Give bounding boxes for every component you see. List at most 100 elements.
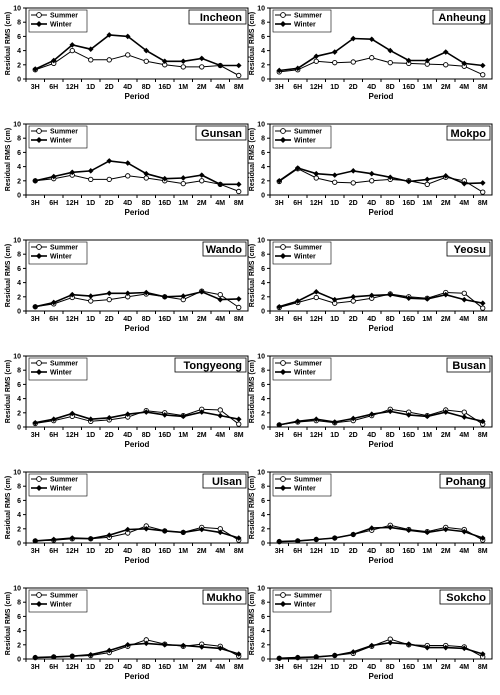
y-tick-label: 0 xyxy=(17,309,21,316)
data-point-winter xyxy=(368,642,375,649)
legend-label: Summer xyxy=(294,477,322,484)
x-axis-label: Period xyxy=(369,440,394,449)
data-point-winter xyxy=(461,414,468,420)
data-point-winter xyxy=(276,655,283,662)
data-point-winter xyxy=(106,158,113,164)
y-tick-label: 2 xyxy=(261,62,265,69)
x-tick-label: 8M xyxy=(234,316,244,323)
legend-label: Winter xyxy=(294,602,316,609)
x-tick-label: 8D xyxy=(142,84,151,91)
x-tick-label: 2D xyxy=(349,316,358,323)
y-tick-label: 4 xyxy=(17,48,21,55)
data-point-summer xyxy=(143,58,149,64)
data-point-winter xyxy=(350,294,357,300)
data-point-winter xyxy=(198,526,205,533)
data-point-winter xyxy=(180,58,187,65)
legend-marker-winter xyxy=(36,137,42,143)
x-tick-label: 4M xyxy=(215,664,225,671)
x-tick-label: 2D xyxy=(105,316,114,323)
data-point-winter xyxy=(387,47,394,54)
x-tick-label: 6H xyxy=(49,84,58,91)
x-tick-label: 12H xyxy=(310,664,323,671)
data-point-winter xyxy=(50,654,57,660)
series-line-summer xyxy=(35,50,240,76)
legend-marker-winter xyxy=(36,253,42,259)
legend-marker-summer xyxy=(280,12,286,18)
x-tick-label: 6H xyxy=(293,664,302,671)
y-tick-label: 10 xyxy=(257,122,265,129)
data-point-winter xyxy=(50,416,57,422)
x-tick-label: 6H xyxy=(49,548,58,555)
station-title: Mukho xyxy=(207,592,243,604)
x-tick-label: 1D xyxy=(86,664,95,671)
data-point-winter xyxy=(294,654,301,661)
y-tick-label: 8 xyxy=(17,136,21,143)
station-panel-ulsan: 0 2 4 6 8 10 3H 6H 12H 1D 2D 4D 8D 16D 1M 2M 4M 8M Period R… xyxy=(5,470,249,565)
data-point-winter xyxy=(217,62,224,69)
station-title-box xyxy=(446,357,491,373)
x-tick-label: 1D xyxy=(330,664,339,671)
data-point-winter xyxy=(442,644,449,651)
x-tick-label: 3H xyxy=(275,664,284,671)
series-line-winter xyxy=(35,411,239,424)
y-axis-label: Residual RMS (cm) xyxy=(5,592,12,655)
series-line-winter xyxy=(279,37,483,72)
data-point-winter xyxy=(32,419,39,426)
data-point-winter xyxy=(424,176,431,183)
data-point-winter xyxy=(69,42,76,48)
data-point-summer xyxy=(461,409,467,415)
station-panel-anheung: 0 2 4 6 8 10 3H 6H 12H 1D 2D 4D 8D 16D 1M 2M 4M 8M Period R… xyxy=(249,6,493,101)
x-tick-label: 16D xyxy=(402,432,415,439)
y-tick-label: 8 xyxy=(261,368,265,375)
data-point-winter xyxy=(69,410,76,417)
y-tick-label: 4 xyxy=(261,628,265,635)
x-tick-label: 16D xyxy=(402,200,415,207)
y-tick-label: 0 xyxy=(17,77,21,84)
data-point-winter xyxy=(350,415,357,422)
data-point-winter xyxy=(106,414,113,421)
data-point-winter xyxy=(276,303,283,310)
data-point-winter xyxy=(461,645,468,652)
x-tick-label: 2M xyxy=(441,84,451,91)
x-tick-label: 1D xyxy=(86,200,95,207)
x-tick-label: 8D xyxy=(386,84,395,91)
y-axis-label: Residual RMS (cm) xyxy=(5,128,12,191)
legend-marker-summer xyxy=(280,244,286,250)
x-tick-label: 8M xyxy=(478,200,488,207)
data-point-summer xyxy=(236,421,242,427)
x-tick-label: 4M xyxy=(459,432,469,439)
x-tick-label: 3H xyxy=(275,432,284,439)
x-tick-label: 8D xyxy=(386,548,395,555)
y-tick-label: 2 xyxy=(17,642,21,649)
x-tick-label: 4D xyxy=(367,84,376,91)
data-point-winter xyxy=(405,641,412,647)
y-tick-label: 4 xyxy=(261,164,265,171)
x-tick-label: 2M xyxy=(197,432,207,439)
y-tick-label: 2 xyxy=(17,178,21,185)
y-tick-label: 2 xyxy=(261,526,265,533)
data-point-winter xyxy=(217,296,224,303)
data-point-winter xyxy=(69,653,76,659)
station-title: Mokpo xyxy=(451,128,487,140)
x-axis-label: Period xyxy=(125,556,150,565)
x-tick-label: 3H xyxy=(31,548,40,555)
legend-label: Summer xyxy=(294,245,322,252)
y-tick-label: 4 xyxy=(17,512,21,519)
legend-marker-winter xyxy=(36,601,42,607)
x-tick-label: 2M xyxy=(197,548,207,555)
y-axis-label: Residual RMS (cm) xyxy=(5,476,12,539)
x-tick-label: 1M xyxy=(422,84,432,91)
data-point-winter xyxy=(124,642,131,648)
data-point-winter xyxy=(276,178,283,184)
x-tick-label: 4M xyxy=(215,200,225,207)
data-point-summer xyxy=(480,72,486,78)
legend-label: Summer xyxy=(50,13,78,20)
x-tick-label: 3H xyxy=(31,84,40,91)
x-tick-label: 8M xyxy=(478,548,488,555)
x-tick-label: 6H xyxy=(293,200,302,207)
x-tick-label: 8D xyxy=(386,432,395,439)
data-point-winter xyxy=(294,165,301,171)
station-panel-gunsan: 0 2 4 6 8 10 3H 6H 12H 1D 2D 4D 8D 16D 1M 2M 4M 8M Period R… xyxy=(5,122,249,217)
data-point-winter xyxy=(331,296,338,303)
x-tick-label: 4M xyxy=(459,84,469,91)
